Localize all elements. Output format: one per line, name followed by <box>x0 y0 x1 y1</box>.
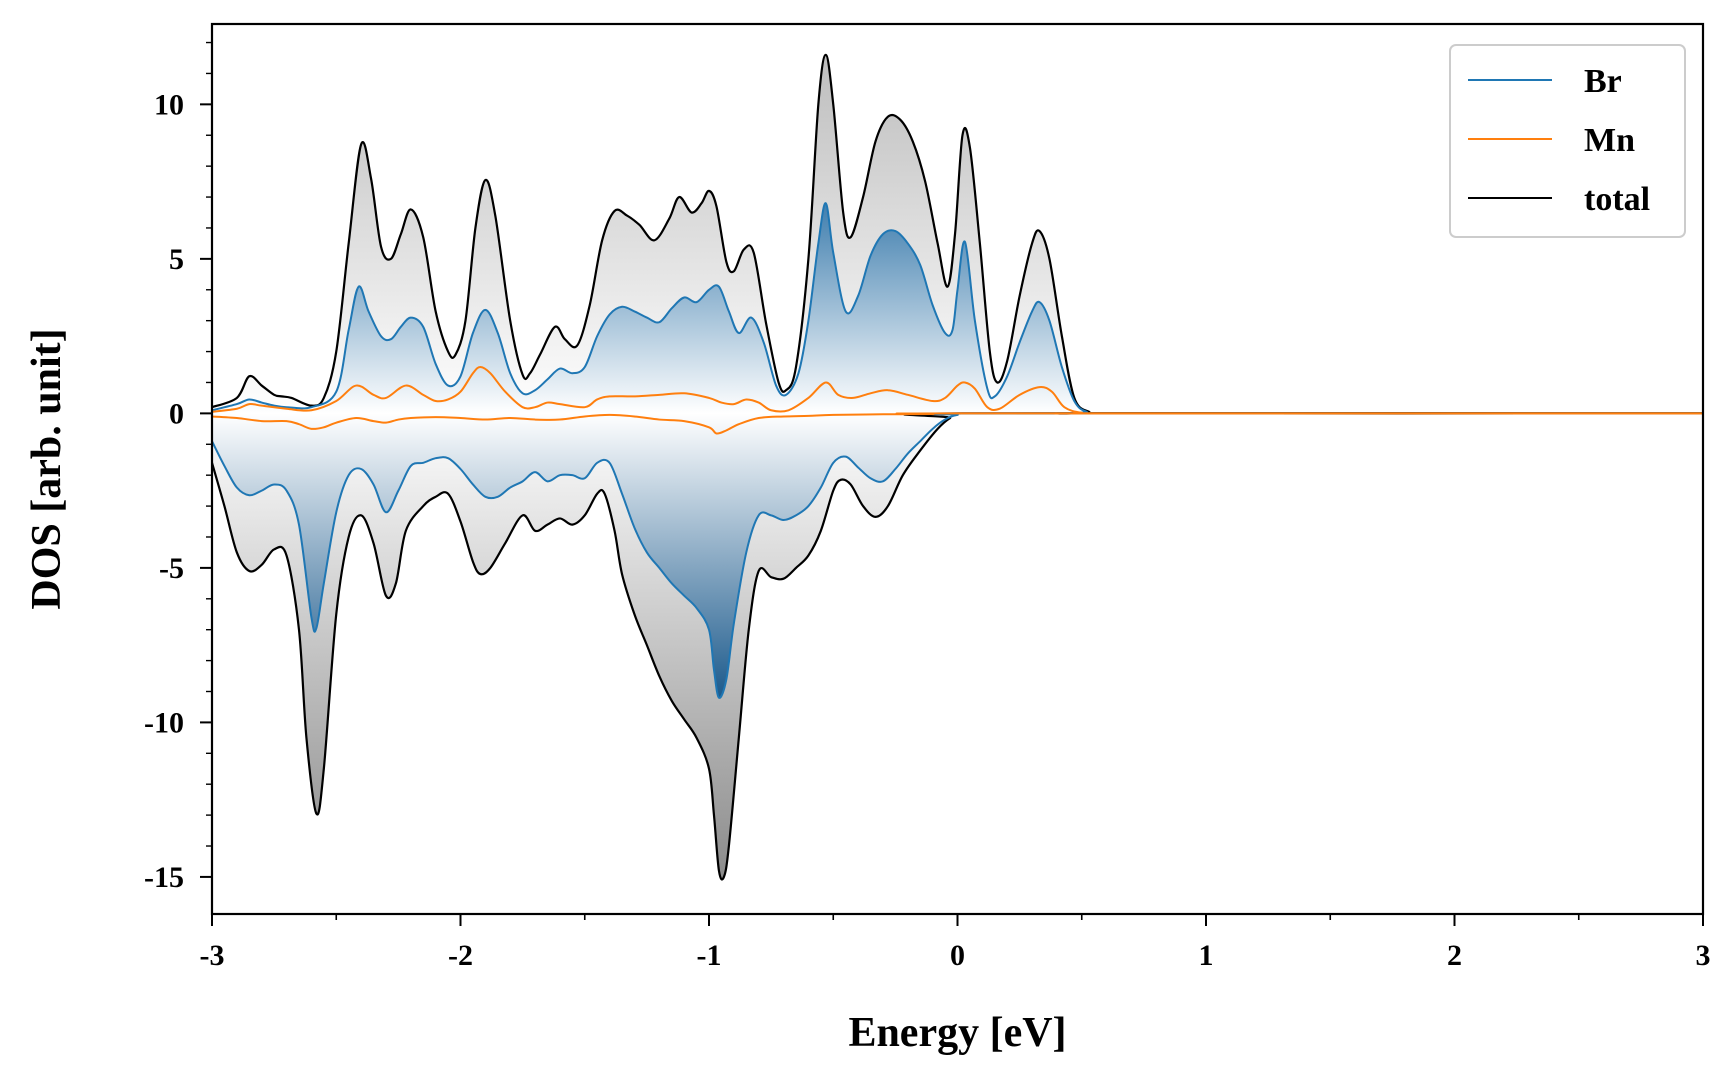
x-tick-label: -2 <box>448 939 473 972</box>
x-tick-label: 0 <box>950 939 965 972</box>
x-tick-label: 1 <box>1199 939 1214 972</box>
br-fill-up <box>212 203 1703 414</box>
y-tick-label: 0 <box>169 397 184 430</box>
legend-box <box>1449 44 1686 238</box>
legend-label-br: Br <box>1584 63 1622 100</box>
x-tick-label: 2 <box>1447 939 1462 972</box>
y-tick-label: -5 <box>159 552 184 585</box>
total-fill-down <box>212 413 1703 880</box>
x-axis-label: Energy [eV] <box>848 1010 1066 1056</box>
total-fill-up <box>212 54 1703 414</box>
y-tick-label: -10 <box>144 706 184 739</box>
total-line-up <box>212 53 1703 415</box>
y-tick-label: 10 <box>154 88 184 121</box>
x-tick-label: -1 <box>697 939 722 972</box>
legend-label-mn: Mn <box>1584 122 1635 159</box>
series-lines <box>212 53 1703 881</box>
br-line-up <box>212 202 1703 415</box>
x-tick-label: 3 <box>1696 939 1711 972</box>
br-fill-down <box>212 413 1703 698</box>
br-line-down <box>212 412 1703 699</box>
total-line-down <box>212 411 1703 881</box>
mn-line-up <box>212 366 1703 415</box>
mn-line-down <box>212 412 1703 435</box>
x-tick-label: -3 <box>200 939 225 972</box>
y-tick-label: 5 <box>169 243 184 276</box>
legend: Br Mn total <box>1449 44 1686 238</box>
legend-label-total: total <box>1584 181 1650 218</box>
area-fills <box>212 54 1703 880</box>
y-axis-label: DOS [arb. unit] <box>24 328 70 609</box>
y-tick-label: -15 <box>144 861 184 894</box>
